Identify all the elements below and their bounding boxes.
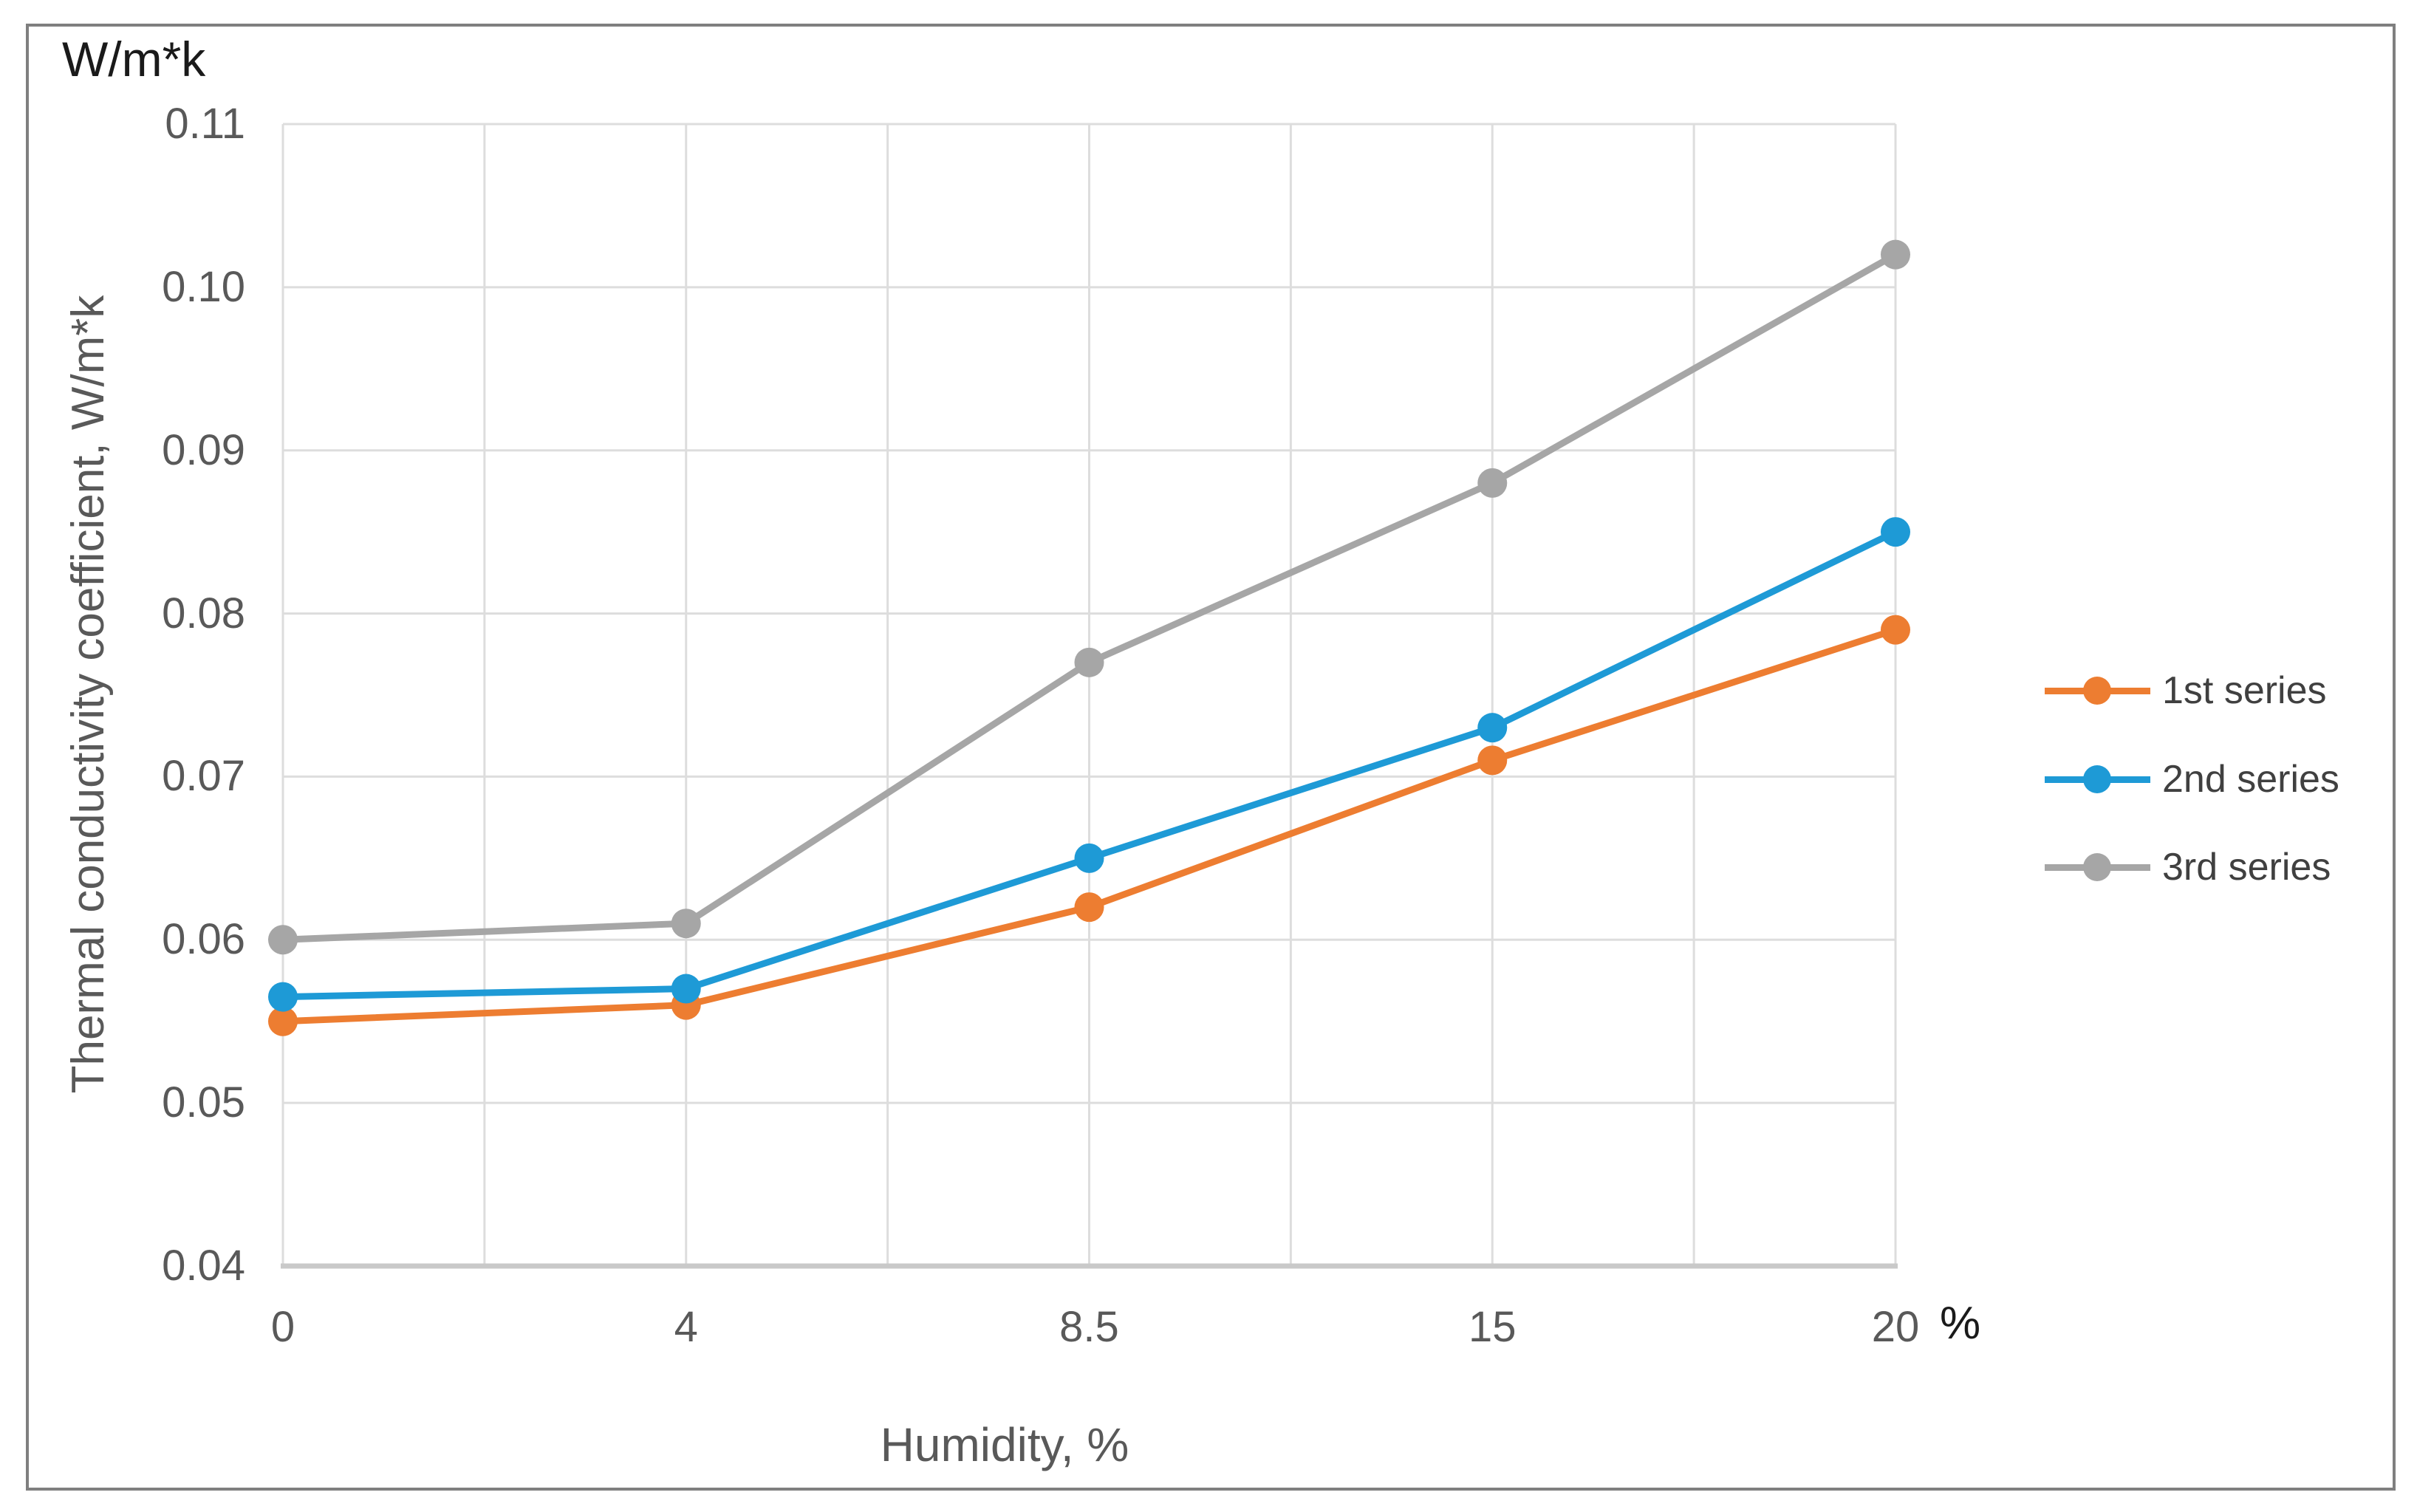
data-point-marker-2nd-series	[671, 974, 701, 1004]
chart-border-frame	[26, 24, 2396, 1491]
data-point-marker-3rd-series	[1881, 239, 1910, 270]
x-axis-title: Humidity, %	[880, 1418, 1129, 1471]
y-axis-tick-label: 0.06	[162, 915, 245, 964]
data-point-marker-2nd-series	[1074, 843, 1104, 873]
y-axis-tick-label: 0.11	[165, 100, 245, 148]
legend-item-1st-series: 1st series	[2045, 668, 2327, 713]
data-point-marker-1st-series	[1881, 615, 1910, 645]
legend-item-label: 3rd series	[2162, 846, 2331, 889]
data-point-marker-2nd-series	[1881, 517, 1910, 547]
y-axis-tick-label: 0.05	[162, 1078, 245, 1127]
data-point-marker-3rd-series	[268, 925, 298, 955]
legend-line-marker-sample	[2045, 668, 2150, 713]
data-point-marker-3rd-series	[1074, 647, 1104, 677]
x-axis-tick-label: 4	[674, 1303, 698, 1351]
legend-item-3rd-series: 3rd series	[2045, 845, 2331, 889]
y-axis-tick-label: 0.10	[162, 262, 245, 311]
data-point-marker-1st-series	[268, 1006, 298, 1036]
legend-marker-dot-icon	[2083, 853, 2111, 881]
data-point-marker-2nd-series	[1477, 713, 1508, 743]
x-axis-tick-label: 0	[270, 1303, 295, 1351]
y-axis-tick-label: 0.04	[162, 1242, 245, 1290]
x-axis-unit-label: %	[1940, 1298, 1981, 1349]
legend-marker-dot-icon	[2083, 764, 2111, 793]
y-axis-unit-label: W/m*k	[62, 32, 206, 86]
legend-item-label: 2nd series	[2162, 757, 2339, 801]
y-axis-tick-label: 0.07	[162, 752, 245, 801]
x-axis-tick-label: 15	[1468, 1303, 1517, 1351]
y-axis-tick-label: 0.08	[162, 589, 245, 637]
data-point-marker-3rd-series	[671, 909, 701, 939]
x-axis-tick-label: 8.5	[1059, 1303, 1119, 1351]
x-axis-tick-label: 20	[1871, 1303, 1920, 1351]
legend-line-marker-sample	[2045, 757, 2150, 801]
data-point-marker-1st-series	[1074, 892, 1104, 923]
data-point-marker-3rd-series	[1477, 468, 1508, 498]
legend-marker-dot-icon	[2083, 677, 2111, 705]
y-axis-tick-label: 0.09	[162, 425, 245, 474]
y-axis-title: Thermal conductivity coefficient, W/m*k	[63, 295, 114, 1094]
data-point-marker-2nd-series	[268, 982, 298, 1012]
legend-item-label: 1st series	[2162, 669, 2327, 712]
legend-line-marker-sample	[2045, 845, 2150, 889]
legend-item-2nd-series: 2nd series	[2045, 757, 2339, 801]
data-point-marker-1st-series	[1477, 745, 1508, 776]
